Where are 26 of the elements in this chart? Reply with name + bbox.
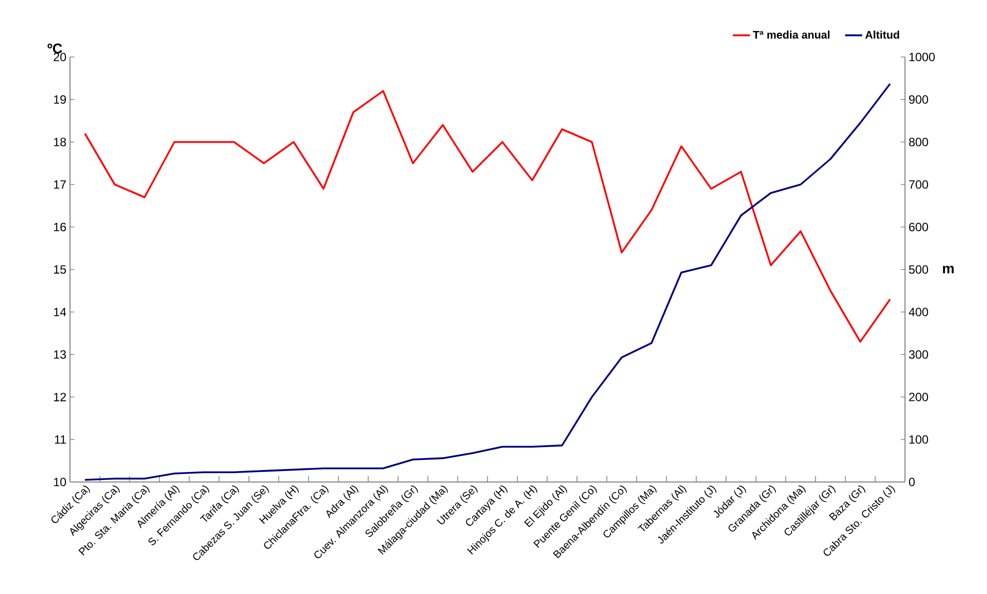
y-tick-label: 19 — [54, 95, 66, 104]
y2-tick-label: 200 — [909, 392, 928, 402]
y2-tick-label: 900 — [909, 95, 928, 104]
y2-axis-title: m — [942, 266, 954, 274]
y-tick-label: 12 — [54, 392, 66, 402]
y-tick-label: 15 — [54, 265, 66, 274]
y2-tick-label: 100 — [909, 435, 928, 444]
y-tick-label: 14 — [54, 308, 66, 316]
y2-tick-label: 1000 — [909, 52, 935, 62]
y2-tick-label: 400 — [908, 308, 928, 316]
y2-tick-label: 700 — [909, 180, 928, 189]
y-tick-label: 20 — [54, 52, 66, 62]
legend-label: Altitud — [865, 30, 900, 39]
y-tick-label: 10 — [54, 478, 66, 486]
y2-tick-label: 500 — [909, 265, 928, 274]
y-tick-label: 11 — [54, 435, 66, 444]
y2-tick-label: 300 — [908, 350, 928, 359]
legend-label: Tª media anual — [752, 30, 830, 39]
y-tick-label: 16 — [54, 222, 66, 232]
y-tick-label: 17 — [54, 180, 66, 189]
y-tick-label: 13 — [54, 350, 66, 359]
y2-tick-label: 600 — [909, 222, 928, 232]
y2-tick-label: 0 — [909, 478, 915, 486]
y-tick-label: 18 — [54, 138, 66, 146]
y-axis-title: ºC — [48, 44, 62, 54]
y2-tick-label: 800 — [909, 138, 928, 146]
